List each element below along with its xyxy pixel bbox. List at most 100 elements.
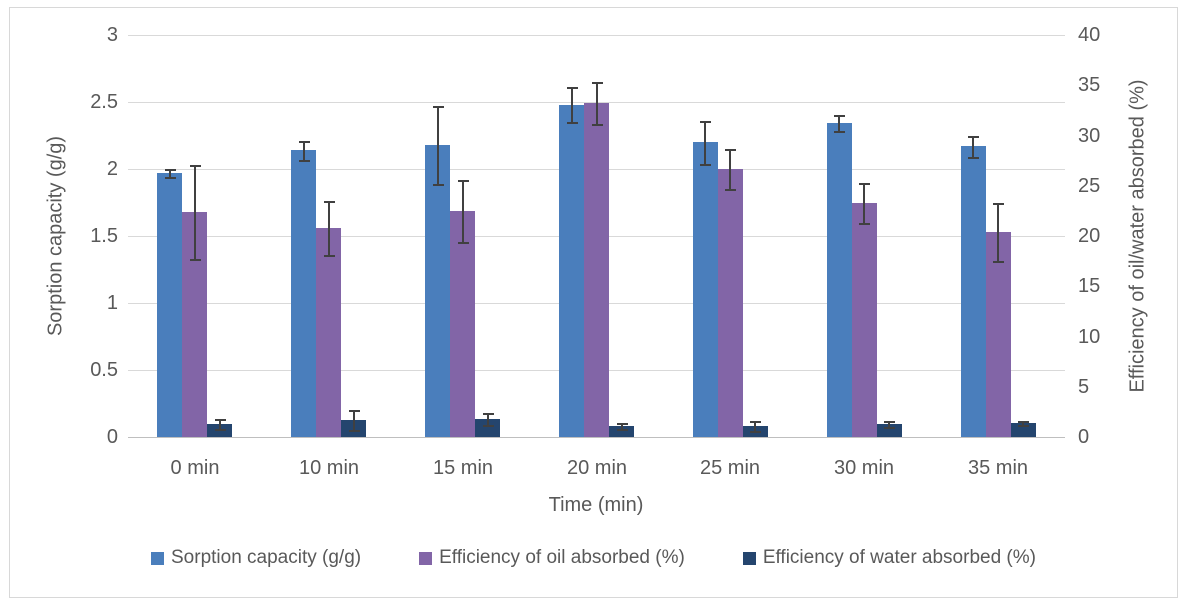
error-bar (437, 106, 439, 184)
right-axis-tick-label: 30 (1078, 125, 1101, 147)
error-bar-cap (324, 201, 335, 203)
category-label: 15 min (432, 457, 494, 479)
right-axis-title: Efficiency of oil/water absorbed (%) (1126, 79, 1149, 393)
left-axis-tick-label: 2.5 (90, 91, 118, 113)
legend-item-oil-efficiency: Efficiency of oil absorbed (%) (419, 547, 685, 569)
error-bar-cap (165, 169, 176, 171)
error-bar-cap (483, 413, 494, 415)
left-axis-tick-label: 1 (106, 292, 118, 314)
error-bar-cap (458, 242, 469, 244)
error-bar (462, 180, 464, 242)
error-bar-cap (700, 164, 711, 166)
error-bar-cap (700, 121, 711, 123)
bar (291, 150, 316, 437)
error-bar-cap (968, 157, 979, 159)
category-label: 0 min (170, 457, 220, 479)
error-bar-cap (834, 115, 845, 117)
right-axis-tick-label: 15 (1078, 275, 1101, 297)
category-label: 35 min (967, 457, 1029, 479)
bar (852, 203, 877, 437)
right-axis-tick-label: 5 (1078, 376, 1090, 398)
error-bar-cap (483, 425, 494, 427)
error-bar (863, 183, 865, 223)
category-label: 20 min (566, 457, 628, 479)
bar (475, 419, 500, 437)
right-axis-tick-label: 35 (1078, 74, 1101, 96)
error-bar-cap (884, 427, 895, 429)
error-bar (972, 136, 974, 157)
error-bar (353, 410, 355, 430)
error-bar-cap (458, 180, 469, 182)
error-bar (219, 419, 221, 429)
bar (718, 169, 743, 437)
bar (1011, 423, 1036, 437)
left-axis-tick-label: 0 (106, 426, 118, 448)
legend-item-water-efficiency: Efficiency of water absorbed (%) (742, 547, 1036, 569)
error-bar (328, 201, 330, 255)
gridline (128, 437, 1065, 438)
error-bar-cap (299, 141, 310, 143)
error-bar-cap (859, 183, 870, 185)
right-axis-tick-label: 40 (1078, 24, 1101, 46)
error-bar-cap (567, 122, 578, 124)
error-bar-cap (433, 184, 444, 186)
bar (559, 105, 584, 437)
error-bar (571, 87, 573, 122)
legend: Sorption capacity (g/g) Efficiency of oi… (0, 547, 1187, 569)
error-bar (303, 141, 305, 160)
error-bar (169, 169, 171, 177)
bar (609, 426, 634, 437)
error-bar-cap (592, 82, 603, 84)
right-axis-tick-label: 20 (1078, 225, 1101, 247)
error-bar-cap (993, 261, 1004, 263)
error-bar (838, 115, 840, 131)
error-bar-cap (349, 430, 360, 432)
error-bar-cap (859, 223, 870, 225)
bar (316, 228, 341, 437)
error-bar-cap (968, 136, 979, 138)
error-bar (704, 121, 706, 164)
legend-label: Efficiency of water absorbed (%) (762, 547, 1036, 568)
legend-item-sorption-capacity: Sorption capacity (g/g) (151, 547, 361, 569)
error-bar-cap (617, 429, 628, 431)
error-bar-cap (617, 423, 628, 425)
legend-label: Sorption capacity (g/g) (171, 547, 362, 568)
error-bar-cap (725, 189, 736, 191)
category-label: 30 min (833, 457, 895, 479)
legend-label: Efficiency of oil absorbed (%) (439, 547, 685, 568)
error-bar-cap (567, 87, 578, 89)
right-axis-tick-label: 0 (1078, 426, 1090, 448)
legend-swatch-sorption-capacity-icon (151, 551, 164, 565)
error-bar-cap (190, 165, 201, 167)
error-bar-cap (750, 431, 761, 433)
legend-swatch-oil-efficiency-icon (419, 551, 433, 565)
error-bar-cap (750, 421, 761, 423)
x-axis-title: Time (min) (548, 494, 644, 516)
error-bar-cap (884, 421, 895, 423)
bar (584, 103, 609, 437)
error-bar-cap (324, 255, 335, 257)
error-bar-cap (215, 419, 226, 421)
right-axis-tick-label: 10 (1078, 326, 1101, 348)
error-bar-cap (834, 131, 845, 133)
left-axis-tick-label: 3 (106, 24, 118, 46)
error-bar-cap (299, 160, 310, 162)
error-bar-cap (725, 149, 736, 151)
error-bar (487, 413, 489, 425)
error-bar-cap (165, 177, 176, 179)
category-label: 25 min (699, 457, 761, 479)
bar (961, 146, 986, 437)
gridline (128, 35, 1065, 36)
error-bar-cap (1018, 421, 1029, 423)
bar (157, 173, 182, 437)
bar (425, 145, 450, 437)
left-axis-tick-label: 1.5 (90, 225, 118, 247)
legend-swatch-water-efficiency-icon (742, 551, 756, 565)
error-bar (596, 82, 598, 124)
error-bar (888, 421, 890, 427)
error-bar (621, 423, 623, 429)
left-axis-tick-label: 0.5 (90, 359, 118, 381)
error-bar-cap (190, 259, 201, 261)
error-bar (997, 203, 999, 261)
